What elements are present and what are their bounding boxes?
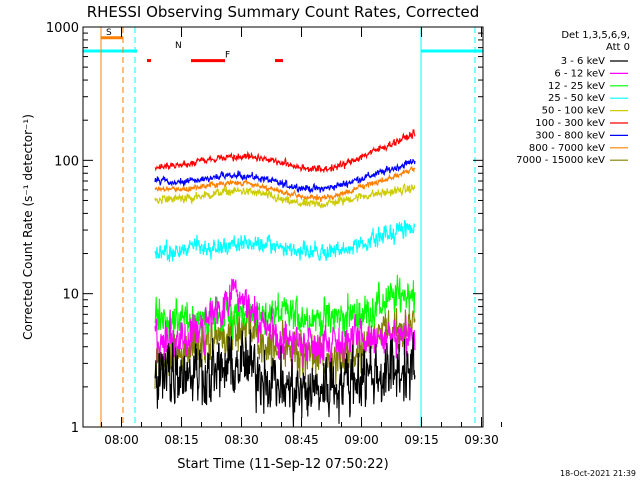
series-800-7000-kev <box>154 165 416 203</box>
legend-label: 3 - 6 keV <box>561 56 605 67</box>
plot-frame <box>82 26 484 428</box>
y-tick-label: 100 <box>54 154 79 169</box>
legend-label: 800 - 7000 keV <box>529 143 605 154</box>
series-300-800-kev <box>154 158 416 195</box>
legend-header-2: Att 0 <box>606 42 630 53</box>
y-axis-label: Corrected Count Rate (s⁻¹ detector⁻¹) <box>21 114 35 340</box>
legend-label: 50 - 100 keV <box>542 106 606 117</box>
x-tick-label: 09:15 <box>404 433 439 447</box>
y-tick-label: 1 <box>71 421 79 436</box>
y-tick-label: 1000 <box>46 21 79 36</box>
plot-area: S N F 08:00 08:15 08:30 08:45 09:00 09:15 09:30 1 1… <box>46 21 503 447</box>
x-tick-label: 08:15 <box>164 433 199 447</box>
x-axis-label: Start Time (11-Sep-12 07:50:22) <box>177 457 388 472</box>
series-50-100-kev <box>154 183 416 209</box>
y-tick-label: 10 <box>62 288 79 303</box>
legend-label: 6 - 12 keV <box>554 68 605 79</box>
x-tick-label: 09:00 <box>344 433 379 447</box>
legend-header-1: Det 1,3,5,6,9, <box>561 30 630 41</box>
chart-title: RHESSI Observing Summary Count Rates, Co… <box>87 3 480 21</box>
x-tick-label: 08:00 <box>104 433 139 447</box>
flag-bars <box>83 36 483 63</box>
x-tick-label: 09:30 <box>464 433 499 447</box>
flag-s-label: S <box>106 28 112 38</box>
series-3-6-kev <box>154 329 416 427</box>
data-series <box>154 128 416 427</box>
flag-f-label: F <box>225 51 230 61</box>
series-6-12-kev <box>154 278 416 370</box>
render-timestamp: 18-Oct-2021 21:39 <box>560 469 636 478</box>
series-12-25-kev <box>154 274 416 342</box>
legend-label: 300 - 800 keV <box>535 130 605 141</box>
legend-label: 12 - 25 keV <box>548 81 605 92</box>
x-tick-label: 08:45 <box>284 433 319 447</box>
series-25-50-kev <box>154 220 416 263</box>
legend-label: 25 - 50 keV <box>548 93 605 104</box>
series-100-300-kev <box>154 128 416 173</box>
legend-label: 7000 - 15000 keV <box>516 155 605 166</box>
x-tick-label: 08:30 <box>224 433 259 447</box>
legend-label: 100 - 300 keV <box>535 118 605 129</box>
flag-n-label: N <box>175 41 182 51</box>
